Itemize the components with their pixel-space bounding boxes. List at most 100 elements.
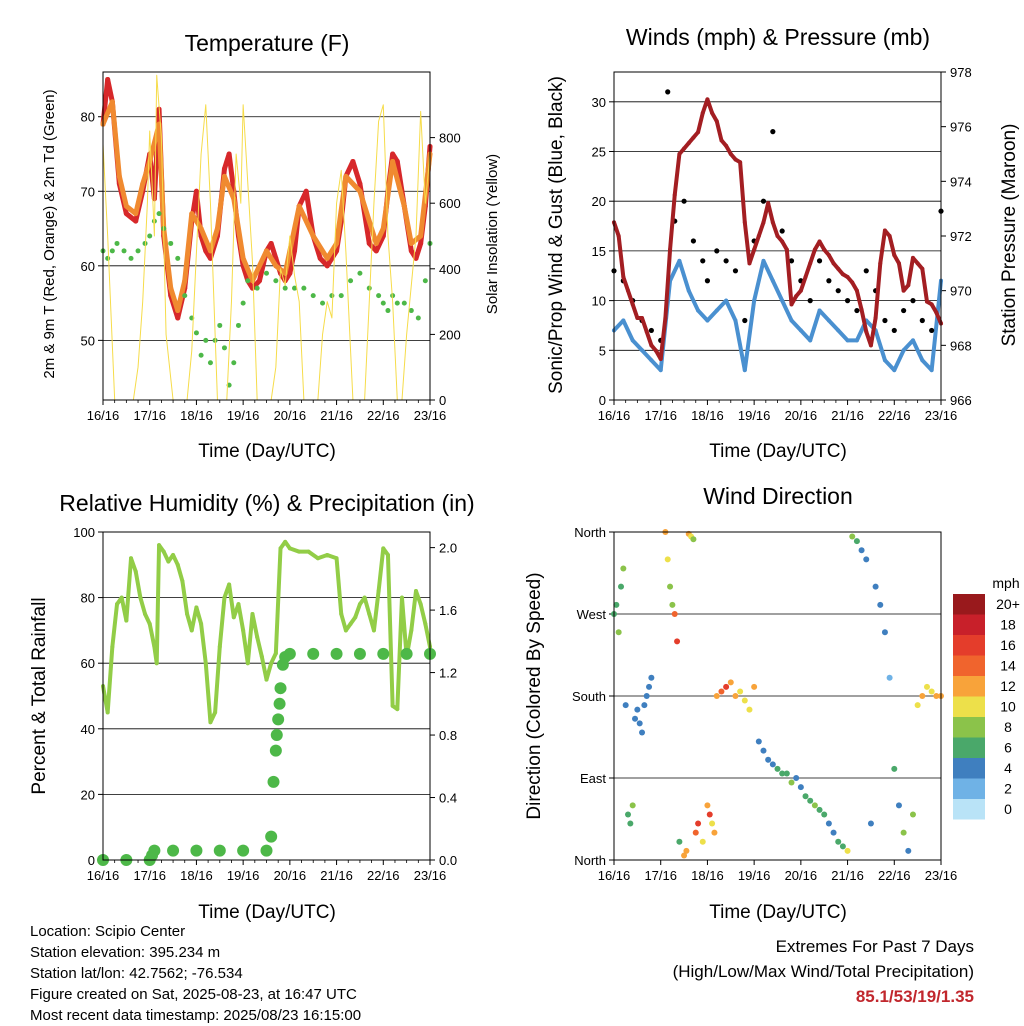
data-point: [668, 247, 673, 252]
data-point: [199, 621, 204, 626]
plot-frame: [613, 71, 942, 401]
y2-tick-label: 800: [439, 131, 461, 146]
data-point: [920, 358, 925, 363]
data-point: [198, 226, 204, 232]
data-point: [296, 203, 302, 209]
data-point: [615, 629, 622, 636]
legend-label: 12: [1000, 678, 1016, 694]
data-point: [269, 744, 282, 757]
data-point: [121, 248, 127, 254]
data-point: [161, 549, 166, 554]
data-point: [207, 360, 213, 366]
data-point: [376, 589, 381, 594]
direction-panel: Wind Direction Direction (Colored By Spe…: [524, 483, 1020, 923]
data-point: [175, 315, 181, 321]
data-point: [822, 247, 827, 252]
data-point: [770, 220, 775, 225]
data-point: [221, 345, 227, 351]
data-point: [317, 255, 323, 261]
data-point: [835, 838, 842, 845]
data-point: [887, 234, 892, 238]
data-point: [385, 308, 391, 314]
data-point: [418, 602, 423, 607]
data-point: [385, 552, 390, 557]
data-point: [775, 234, 780, 238]
y-tick-label: North: [574, 853, 606, 868]
data-point: [115, 602, 120, 607]
data-point: [919, 317, 925, 324]
data-point: [877, 601, 884, 608]
extremes-values: 85.1/53/19/1.35: [855, 987, 974, 1006]
data-point: [140, 181, 146, 187]
series-gust: [611, 89, 944, 343]
y-tick-label: North: [574, 525, 606, 540]
data-point: [156, 211, 162, 217]
data-point: [923, 683, 930, 690]
data-point: [240, 300, 246, 306]
y2-tick-label: 976: [950, 120, 972, 135]
data-point: [808, 261, 813, 266]
data-point: [811, 802, 818, 809]
data-point: [682, 146, 687, 151]
humidity-panel: Relative Humidity (%) & Precipitation (i…: [29, 490, 475, 923]
data-point: [807, 797, 814, 804]
data-point: [274, 682, 287, 695]
data-point: [779, 770, 786, 777]
data-point: [724, 298, 729, 303]
data-point: [863, 268, 869, 274]
x-tick-label: 17/16: [644, 868, 677, 883]
data-point: [377, 647, 390, 660]
data-point: [357, 270, 363, 276]
data-point: [390, 158, 396, 164]
data-point: [394, 158, 400, 164]
data-point: [287, 546, 292, 551]
data-point: [910, 338, 915, 343]
data-point: [221, 173, 227, 179]
x-tick-label: 21/16: [320, 408, 353, 423]
data-point: [636, 720, 643, 727]
x-tick-label: 18/16: [180, 868, 213, 883]
data-point: [686, 288, 691, 293]
x-tick-label: 22/16: [878, 408, 911, 423]
data-point: [272, 713, 285, 726]
data-point: [249, 278, 255, 284]
data-point: [627, 820, 634, 827]
data-point: [105, 710, 110, 715]
data-point: [667, 583, 674, 590]
y-tick-label: 70: [81, 184, 95, 199]
data-point: [203, 248, 209, 254]
y-tick-label: 40: [81, 722, 95, 737]
data-point: [900, 829, 907, 836]
data-point: [324, 255, 330, 261]
data-point: [714, 308, 719, 313]
data-point: [928, 688, 935, 695]
x-tick-label: 16/16: [87, 408, 120, 423]
data-point: [380, 300, 386, 306]
y-tick-label: 20: [592, 194, 606, 209]
data-point: [303, 188, 309, 194]
legend-swatch: [953, 717, 985, 738]
legend-label: 4: [1004, 760, 1012, 776]
data-point: [854, 338, 859, 343]
data-point: [756, 234, 761, 238]
data-point: [798, 328, 803, 333]
data-point: [213, 844, 226, 857]
data-point: [273, 651, 278, 656]
data-point: [845, 338, 850, 343]
data-point: [844, 847, 851, 854]
data-point: [933, 693, 940, 699]
y-tick-label: 20: [81, 787, 95, 802]
legend-swatch: [953, 758, 985, 779]
data-point: [733, 318, 738, 323]
y-tick-label: 15: [592, 244, 606, 259]
data-point: [770, 129, 776, 135]
series-line: [101, 539, 432, 725]
x-tick-label: 23/16: [925, 868, 958, 883]
legend-swatch: [953, 696, 985, 717]
data-point: [690, 238, 697, 244]
station-location: Location: Scipio Center: [30, 923, 186, 940]
data-point: [268, 240, 274, 246]
data-point: [648, 674, 655, 681]
data-point: [222, 595, 227, 600]
data-point: [901, 288, 906, 293]
